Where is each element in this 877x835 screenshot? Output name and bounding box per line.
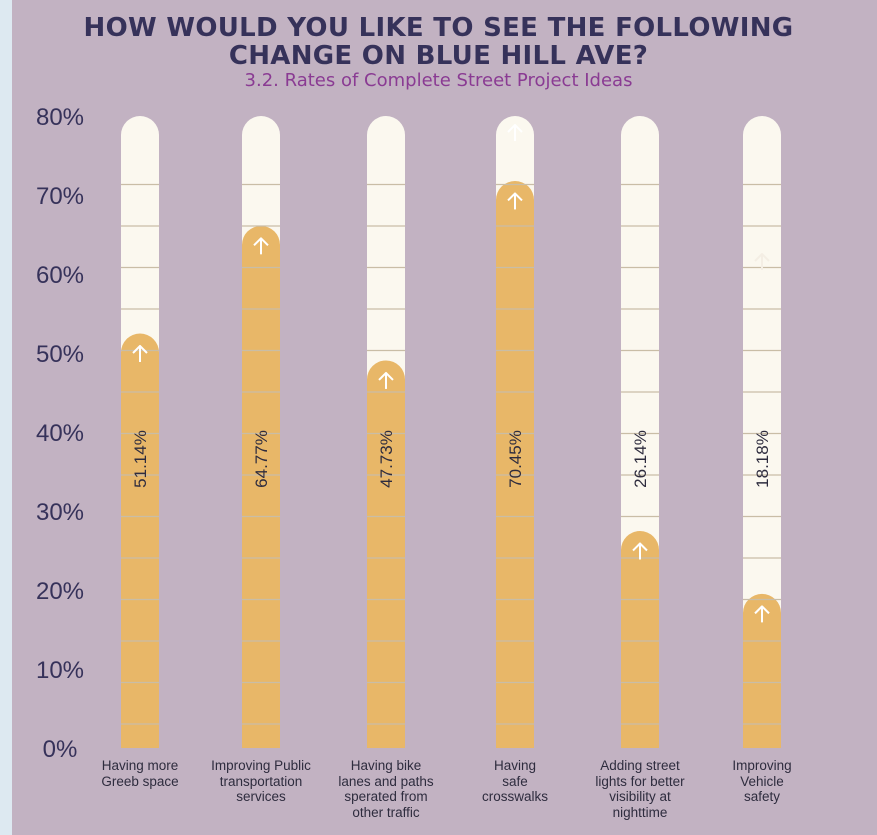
bar bbox=[242, 225, 280, 748]
data-label: 47.73% bbox=[377, 430, 396, 488]
up-arrow-icon bbox=[253, 237, 269, 255]
bar-group: 70.45% bbox=[496, 116, 534, 748]
data-label: 51.14% bbox=[131, 430, 150, 488]
data-label: 64.77% bbox=[252, 430, 271, 488]
x-tick-label-line: sperated from bbox=[344, 789, 428, 804]
x-tick-label-line: Having more bbox=[101, 758, 179, 773]
x-tick-label: Adding street lights for better visibility… bbox=[575, 758, 705, 820]
x-tick-label-line: Having bbox=[493, 758, 537, 773]
y-tick-label: 40% bbox=[36, 420, 84, 447]
data-label: 26.14% bbox=[631, 430, 650, 488]
x-tick-label: Improving Vehicle safety bbox=[697, 758, 827, 805]
chart-title-line-2: CHANGE ON BLUE HILL AVE? bbox=[228, 41, 649, 71]
bar-group: 51.14% bbox=[121, 116, 159, 748]
left-edge-strip bbox=[0, 0, 12, 835]
bar-group: 47.73% bbox=[367, 116, 405, 748]
bar bbox=[121, 333, 159, 748]
up-arrow-icon bbox=[132, 344, 148, 362]
track-arrow-icon bbox=[507, 124, 523, 141]
bar bbox=[621, 531, 659, 748]
x-tick-label-line: Vehicle bbox=[740, 773, 784, 789]
bar-group: 18.18% bbox=[743, 116, 781, 748]
x-tick-label-line: Adding street bbox=[600, 758, 680, 773]
x-tick-label-line: visibility at bbox=[609, 789, 671, 804]
y-tick-label: 10% bbox=[36, 657, 84, 684]
bar-track bbox=[743, 116, 781, 748]
x-tick-label-line: crosswalks bbox=[481, 789, 548, 804]
x-tick-label-line: services bbox=[236, 789, 286, 804]
up-arrow-icon bbox=[378, 371, 394, 389]
x-tick-label: Having bike lanes and paths sperated from o… bbox=[321, 758, 451, 820]
x-tick-label-line: nighttime bbox=[612, 804, 668, 820]
up-arrow-icon bbox=[632, 542, 648, 560]
x-tick-label-line: safety bbox=[743, 789, 781, 804]
bar bbox=[367, 360, 405, 748]
y-tick-label: 0% bbox=[43, 736, 78, 763]
data-label: 70.45% bbox=[506, 430, 525, 488]
y-tick-label: 70% bbox=[36, 183, 84, 210]
bar bbox=[743, 593, 781, 748]
bar-group: 26.14% bbox=[621, 116, 659, 748]
y-tick-label: 20% bbox=[36, 578, 84, 605]
x-tick-label: Having safe crosswalks bbox=[450, 758, 580, 805]
y-tick-label: 60% bbox=[36, 262, 84, 289]
x-tick-label-line: Improving Public bbox=[211, 758, 311, 773]
x-tick-label: Having more Greeb space bbox=[75, 758, 205, 789]
x-tick-label-line: other traffic bbox=[352, 804, 420, 820]
x-tick-label: Improving Public transportation services bbox=[196, 758, 326, 805]
x-tick-label-line: lanes and paths bbox=[338, 773, 434, 789]
x-tick-label-line: safe bbox=[502, 773, 528, 789]
y-tick-label: 50% bbox=[36, 341, 84, 368]
y-tick-label: 30% bbox=[36, 499, 84, 526]
up-arrow-icon bbox=[507, 192, 523, 210]
up-arrow-icon bbox=[754, 605, 770, 623]
x-tick-label-line: lights for better bbox=[595, 773, 685, 789]
data-label: 18.18% bbox=[753, 430, 772, 488]
y-tick-label: 80% bbox=[36, 104, 84, 131]
x-tick-label-line: Greeb space bbox=[101, 773, 179, 789]
track-arrow-icon bbox=[754, 253, 770, 270]
x-tick-label-line: Improving bbox=[732, 758, 792, 773]
chart-subtitle: 3.2. Rates of Complete Street Project Id… bbox=[244, 70, 633, 91]
bar bbox=[496, 180, 534, 748]
x-tick-label-line: Having bike bbox=[350, 758, 422, 773]
bar-group: 64.77% bbox=[242, 116, 280, 748]
x-tick-label-line: transportation bbox=[219, 773, 303, 789]
chart-title-line-1: HOW WOULD YOU LIKE TO SEE THE FOLLOWING bbox=[83, 13, 794, 43]
